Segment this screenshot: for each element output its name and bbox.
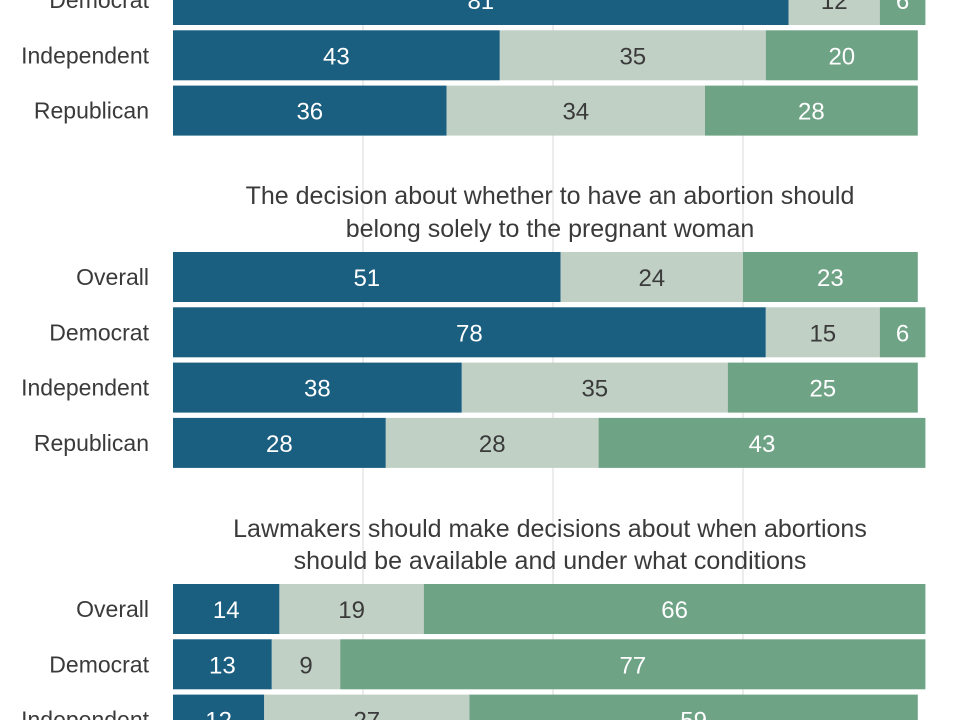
bar-segment-first — [173, 694, 265, 720]
group-3: Lawmakers should make decisions about wh… — [21, 515, 926, 720]
value-label: 59 — [680, 708, 707, 720]
value-label: 27 — [353, 708, 380, 720]
bar-segment-third — [765, 30, 918, 81]
value-label: 23 — [817, 265, 844, 292]
bar-segment-third — [469, 694, 918, 720]
bar-segment-third — [423, 584, 926, 634]
bar-segment-third — [340, 639, 926, 690]
bar-segment-second — [461, 362, 728, 413]
bar-segment-second — [279, 584, 424, 634]
bar-segment-second — [765, 307, 880, 358]
value-label: 66 — [661, 597, 688, 624]
value-label: 28 — [266, 431, 293, 458]
value-label: 34 — [562, 99, 589, 126]
bar-segment-first — [173, 252, 561, 302]
bar-segment-third — [743, 252, 918, 302]
bar-segment-first — [173, 362, 462, 413]
value-label: 24 — [638, 265, 665, 292]
category-label: Independent — [21, 707, 150, 720]
bar-row: Independent 43 35 20 — [21, 30, 918, 81]
bar-row: Democrat 13 9 77 — [49, 639, 926, 690]
group-title-line: The decision about whether to have an ab… — [246, 182, 855, 210]
bar-segment-third — [879, 307, 926, 358]
value-label: 35 — [581, 376, 608, 403]
value-label: 13 — [209, 652, 236, 679]
group-1: Democrat 81 12 6 Independent 43 35 20 Republican… — [21, 0, 926, 136]
value-label: 6 — [896, 320, 909, 347]
bar-segment-first — [173, 307, 766, 358]
bar-segment-first — [173, 30, 500, 81]
value-label: 14 — [213, 597, 240, 624]
bar-segment-third — [705, 85, 918, 136]
category-label: Democrat — [49, 0, 149, 13]
bar-segment-second — [264, 694, 470, 720]
value-label: 28 — [798, 99, 825, 126]
value-label: 77 — [619, 652, 646, 679]
bar-segment-second — [788, 0, 880, 25]
bar-row: Overall 51 24 23 — [76, 252, 918, 302]
bar-segment-first — [173, 584, 280, 634]
value-label: 20 — [828, 43, 855, 70]
value-label: 38 — [304, 376, 331, 403]
category-label: Overall — [76, 264, 149, 290]
group-title-line: Lawmakers should make decisions about wh… — [233, 515, 867, 543]
bar-row: Democrat 78 15 6 — [49, 307, 926, 358]
bar-segment-first — [173, 85, 447, 136]
value-label: 19 — [338, 597, 365, 624]
value-label: 15 — [809, 320, 836, 347]
group-title-line: belong solely to the pregnant woman — [346, 215, 755, 243]
value-label: 43 — [323, 43, 350, 70]
value-label: 51 — [353, 265, 380, 292]
value-label: 35 — [619, 43, 646, 70]
bar-segment-second — [385, 417, 599, 468]
value-label: 9 — [299, 652, 312, 679]
category-label: Democrat — [49, 651, 149, 677]
category-label: Overall — [76, 596, 149, 622]
value-label: 25 — [809, 376, 836, 403]
value-label: 6 — [896, 0, 909, 15]
value-label: 12 — [821, 0, 848, 15]
category-label: Independent — [21, 42, 150, 68]
value-label: 81 — [467, 0, 494, 15]
category-label: Republican — [34, 98, 149, 124]
bar-row: Overall 14 19 66 — [76, 584, 926, 634]
bar-row: Republican 36 34 28 — [34, 85, 918, 136]
value-label: 78 — [456, 320, 483, 347]
group-2: The decision about whether to have an ab… — [21, 182, 926, 468]
bar-row: Democrat 81 12 6 — [49, 0, 926, 25]
group-title-line: should be available and under what condi… — [294, 547, 807, 575]
bar-segment-third — [727, 362, 918, 413]
category-label: Republican — [34, 430, 149, 456]
bar-segment-second — [446, 85, 705, 136]
value-label: 28 — [479, 431, 506, 458]
bar-segment-third — [598, 417, 926, 468]
category-label: Independent — [21, 375, 150, 401]
value-label: 43 — [749, 431, 776, 458]
value-label: 12 — [205, 708, 232, 720]
bar-segment-second — [271, 639, 341, 690]
value-label: 36 — [296, 99, 323, 126]
bar-row: Independent 38 35 25 — [21, 362, 918, 413]
bar-row: Independent 12 27 59 — [21, 694, 918, 720]
bar-segment-third — [879, 0, 926, 25]
bar-segment-first — [173, 639, 272, 690]
bar-segment-first — [173, 0, 789, 25]
bar-segment-second — [560, 252, 743, 302]
category-label: Democrat — [49, 319, 149, 345]
bar-segment-second — [499, 30, 766, 81]
bar-row: Republican 28 28 43 — [34, 417, 926, 468]
bar-segment-first — [173, 417, 386, 468]
